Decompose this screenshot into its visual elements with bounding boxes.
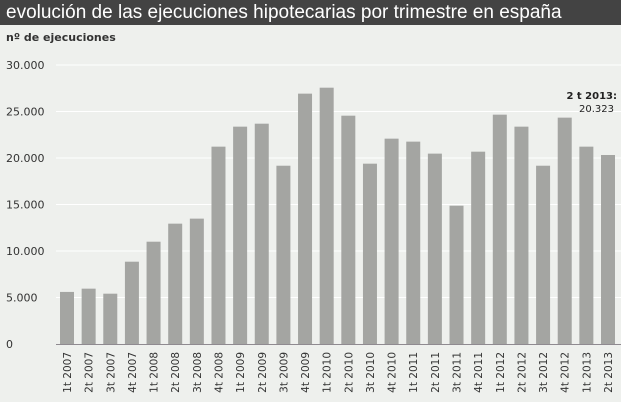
- y-axis-label: nº de ejecuciones: [6, 31, 116, 44]
- y-tick-label: 15.000: [6, 199, 45, 212]
- x-tick-label: 4t 2009: [300, 352, 312, 393]
- x-tick-label: 3t 2007: [105, 352, 117, 393]
- y-tick-label: 20.000: [6, 152, 45, 165]
- bar: [103, 293, 118, 344]
- bar: [536, 165, 551, 344]
- x-tick-label: 3t 2009: [278, 352, 290, 393]
- bar: [514, 126, 529, 344]
- bar: [341, 115, 356, 344]
- y-tick-label: 30.000: [6, 59, 45, 72]
- bar: [233, 126, 248, 344]
- x-tick-label: 2t 2010: [343, 352, 355, 393]
- x-tick-label: 1t 2007: [62, 352, 74, 393]
- bar: [189, 218, 204, 344]
- x-tick-label: 4t 2012: [560, 352, 572, 393]
- x-tick-label: 3t 2008: [192, 352, 204, 393]
- y-tick-label: 0: [6, 338, 13, 351]
- bar: [211, 146, 226, 344]
- x-tick-label: 3t 2010: [365, 352, 377, 393]
- chart-title: evolución de las ejecuciones hipotecaria…: [0, 0, 621, 25]
- x-tick-label: 2t 2013: [603, 352, 615, 393]
- x-tick-label: 1t 2012: [495, 352, 507, 393]
- x-tick-label: 2t 2007: [84, 352, 96, 393]
- bar: [276, 165, 291, 344]
- x-tick-label: 1t 2011: [408, 352, 420, 393]
- bar: [492, 114, 507, 344]
- x-tick-label: 2t 2008: [170, 352, 182, 393]
- x-tick-label: 1t 2013: [581, 352, 593, 393]
- x-tick-label: 4t 2010: [387, 352, 399, 393]
- y-tick-label: 5.000: [6, 292, 38, 305]
- x-tick-label: 2t 2009: [257, 352, 269, 393]
- bar: [319, 87, 334, 344]
- bar: [81, 288, 96, 344]
- bar: [60, 291, 74, 344]
- bar: [601, 154, 615, 344]
- y-tick-label: 10.000: [6, 245, 45, 258]
- x-tick-label: 1t 2010: [322, 352, 334, 393]
- bar: [471, 151, 486, 344]
- x-tick-label: 3t 2012: [538, 352, 550, 393]
- bar: [406, 141, 421, 344]
- bar: [579, 146, 594, 344]
- x-tick-label: 2t 2012: [516, 352, 528, 393]
- x-tick-label: 4t 2011: [473, 352, 485, 393]
- annotation-value: 20.323: [579, 104, 614, 115]
- bar: [427, 153, 442, 344]
- bar: [384, 138, 399, 344]
- bar: [449, 205, 464, 344]
- bar: [254, 123, 269, 344]
- x-tick-label: 3t 2011: [452, 352, 464, 393]
- bar: [146, 241, 161, 344]
- bar: [557, 117, 572, 344]
- y-tick-label: 25.000: [6, 106, 45, 119]
- bar: [168, 223, 183, 344]
- bar: [298, 93, 313, 344]
- x-tick-label: 1t 2008: [149, 352, 161, 393]
- x-tick-label: 1t 2009: [235, 352, 247, 393]
- x-tick-label: 4t 2007: [127, 352, 139, 393]
- bar: [124, 261, 139, 344]
- x-tick-label: 4t 2008: [213, 352, 225, 393]
- x-tick-label: 2t 2011: [430, 352, 442, 393]
- annotation-label: 2 t 2013:: [566, 91, 617, 102]
- bar: [362, 163, 377, 344]
